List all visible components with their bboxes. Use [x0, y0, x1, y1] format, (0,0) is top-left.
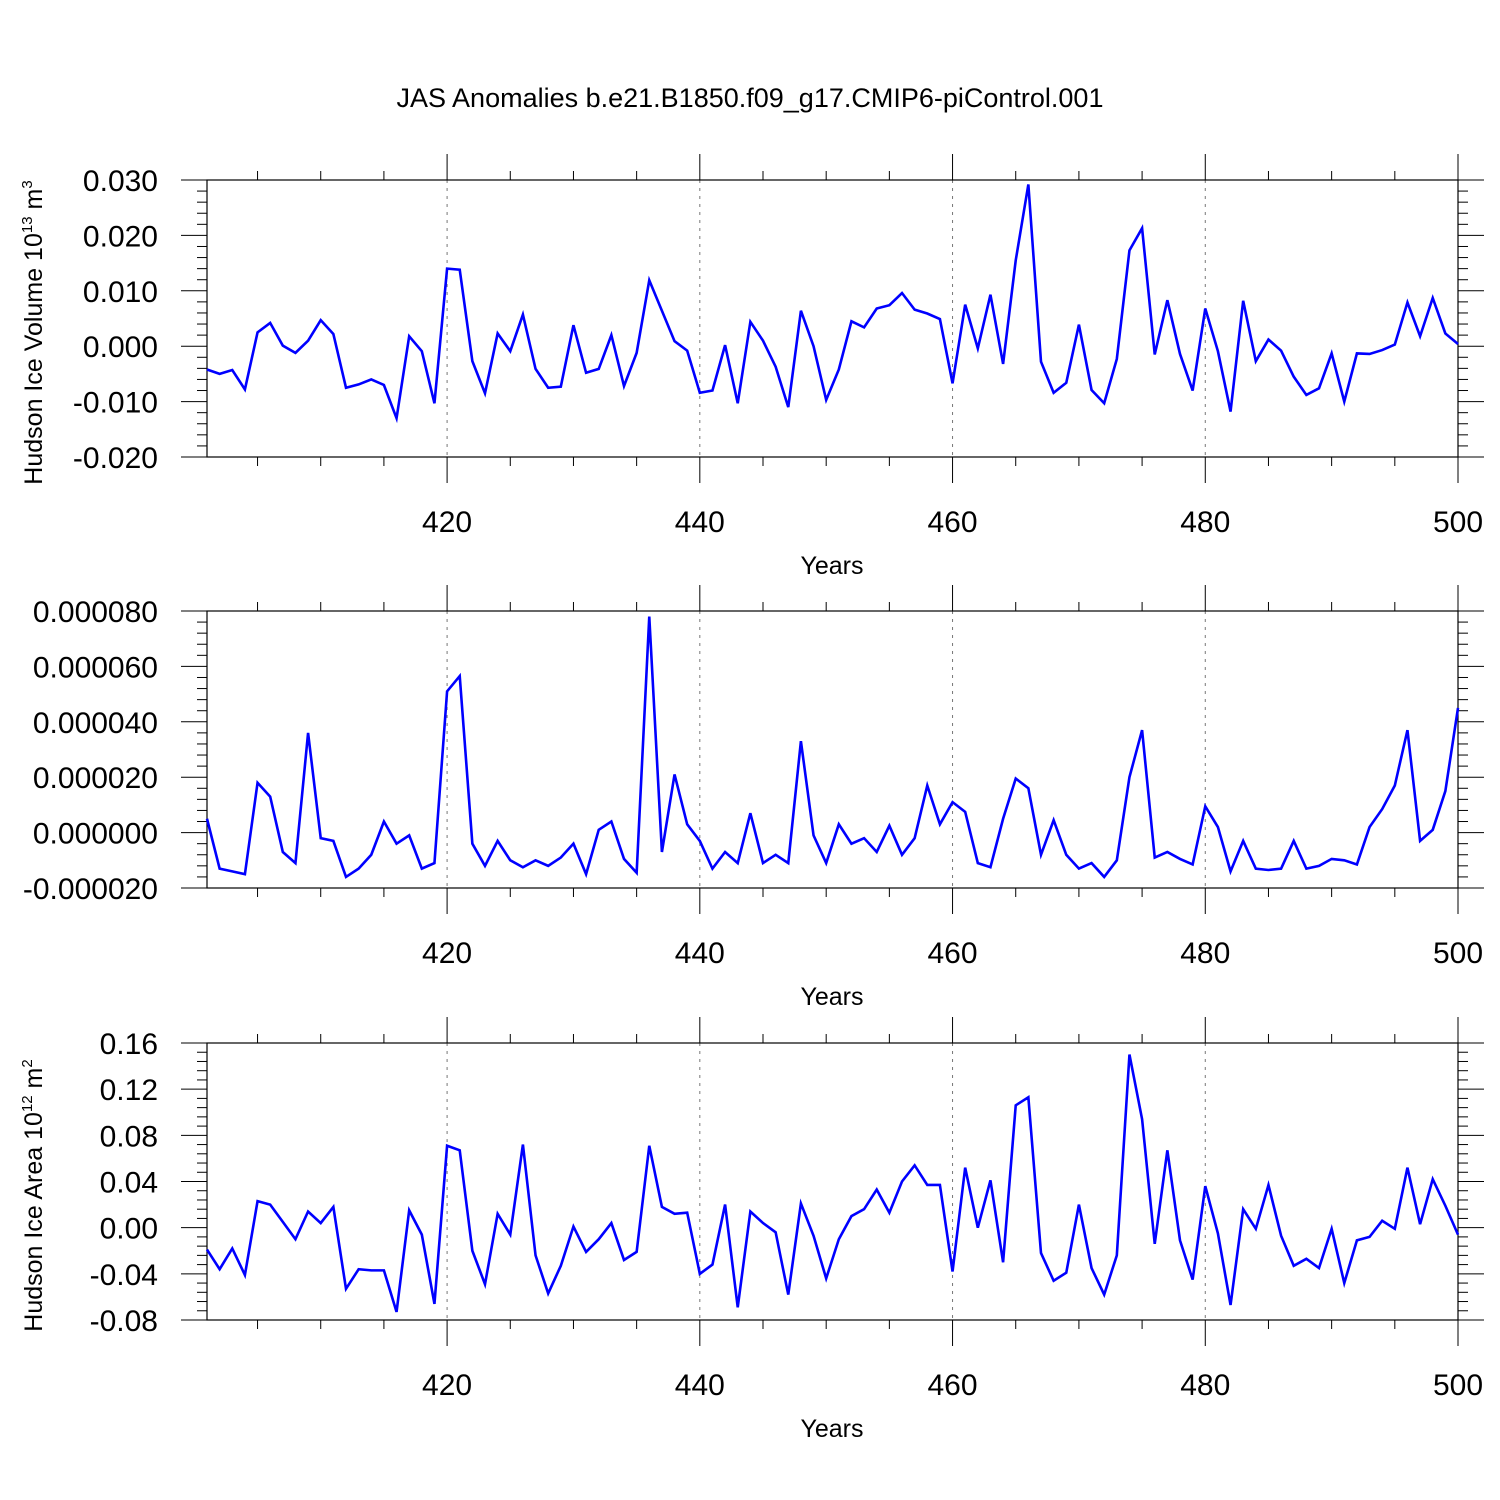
series-line	[206, 184, 1459, 424]
y-tick-label: 0.000080	[33, 596, 158, 629]
y-axis-label-unit-exponent: 2	[19, 1059, 36, 1067]
x-tick-label: 500	[1433, 506, 1483, 539]
panel-1: 420 440 460 480 500 0.030 0.020 0.010 0.000 -0.01…	[19, 154, 1484, 580]
x-tick-label: 480	[1180, 1369, 1230, 1402]
x-tick-label: 480	[1180, 506, 1230, 539]
y-tick-label: -0.000020	[23, 873, 158, 906]
y-tick-label: 0.08	[100, 1120, 158, 1153]
x-tick-label: 480	[1180, 937, 1230, 970]
x-tick-label: 460	[928, 506, 978, 539]
y-axis-label-text: Hudson Ice Volume 10	[20, 233, 48, 485]
y-tick-label: 0.00	[100, 1213, 158, 1246]
y-tick-label: -0.08	[90, 1305, 158, 1338]
y-axis-label: Hudson Ice Volume 1013 m3	[19, 180, 48, 484]
y-tick-label: -0.010	[73, 387, 158, 420]
y-tick-label: 0.020	[83, 220, 158, 253]
y-tick-label: 0.000000	[33, 818, 158, 851]
y-axis-label-text: Hudson Ice Area 10	[20, 1112, 48, 1332]
y-tick-label: 0.12	[100, 1074, 158, 1107]
y-axis-label-unit: m	[20, 189, 48, 217]
x-tick-label: 420	[422, 1369, 472, 1402]
y-tick-label: 0.000060	[33, 651, 158, 684]
series-line	[205, 1054, 1460, 1313]
y-axis-label-unit: m	[20, 1068, 48, 1096]
y-tick-label: 0.000	[83, 331, 158, 364]
y-tick-label: 0.000040	[33, 707, 158, 740]
x-tick-label: 440	[675, 937, 725, 970]
y-tick-label: 0.000020	[33, 762, 158, 795]
y-tick-label: -0.020	[73, 442, 158, 475]
series-line	[205, 616, 1460, 879]
y-axis-label-exponent: 12	[19, 1095, 36, 1112]
y-axis-label-unit-exponent: 3	[19, 180, 36, 188]
plot-frame	[206, 610, 1459, 889]
x-tick-label: 460	[928, 1369, 978, 1402]
x-axis-label: Years	[800, 983, 863, 1011]
x-tick-label: 420	[422, 937, 472, 970]
x-tick-label: 460	[928, 937, 978, 970]
y-axis-label-exponent: 13	[19, 216, 36, 233]
y-tick-label: -0.04	[90, 1259, 158, 1292]
plot-frame	[206, 179, 1459, 458]
panel-3: 420 440 460 480 500 0.16 0.12 0.08 0.04 0.00 -0.04…	[19, 1017, 1484, 1443]
y-tick-label: 0.030	[83, 165, 158, 198]
y-tick-label: 0.010	[83, 276, 158, 309]
panel-2: 420 440 460 480 500 0.000080 0.000060 0.000040 0…	[23, 585, 1484, 1011]
y-tick-label: 0.04	[100, 1167, 158, 1200]
plot-frame	[206, 1042, 1459, 1321]
x-axis-label: Years	[800, 552, 863, 580]
x-tick-label: 500	[1433, 1369, 1483, 1402]
y-tick-label: 0.16	[100, 1028, 158, 1061]
x-tick-label: 420	[422, 506, 472, 539]
chart-title: JAS Anomalies b.e21.B1850.f09_g17.CMIP6-…	[397, 83, 1104, 113]
x-tick-label: 440	[675, 506, 725, 539]
x-axis-label: Years	[800, 1415, 863, 1443]
x-tick-label: 440	[675, 1369, 725, 1402]
x-tick-label: 500	[1433, 937, 1483, 970]
y-axis-label: Hudson Ice Area 1012 m2	[19, 1059, 48, 1331]
